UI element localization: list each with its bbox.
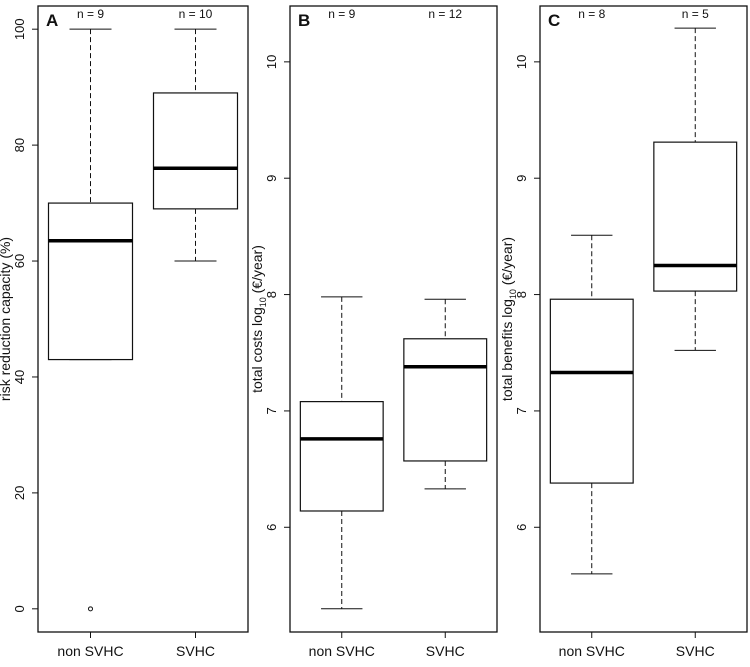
iqr-box xyxy=(47,202,134,361)
y-tick-label: 10 xyxy=(264,55,279,69)
plot-frame xyxy=(37,5,249,633)
y-tick-label: 6 xyxy=(514,524,529,531)
y-tick-label: 0 xyxy=(12,605,27,612)
iqr-box xyxy=(403,338,488,462)
box-non-svhc xyxy=(299,296,384,610)
y-axis-title: total costs log10 (€/year) xyxy=(249,245,268,393)
y-tick-label: 60 xyxy=(12,254,27,268)
y-axis-title-suffix: (€/year) xyxy=(249,245,265,297)
panel-label: C xyxy=(548,11,560,30)
y-tick-label: 7 xyxy=(514,407,529,414)
x-tick-label: non SVHC xyxy=(559,643,625,659)
iqr-box xyxy=(299,401,384,512)
y-tick-label: 9 xyxy=(514,175,529,182)
iqr-box xyxy=(152,92,239,210)
panel-label: B xyxy=(298,11,310,30)
y-axis-title-main: total costs log xyxy=(249,307,265,393)
n-label: n = 5 xyxy=(682,7,709,21)
y-tick-label: 8 xyxy=(264,291,279,298)
n-label: n = 10 xyxy=(179,7,213,21)
y-tick-label: 20 xyxy=(12,486,27,500)
y-tick-label: 100 xyxy=(12,18,27,40)
box-non-svhc xyxy=(549,234,634,575)
x-tick-label: SVHC xyxy=(176,643,215,659)
n-label: n = 9 xyxy=(77,7,104,21)
y-axis-title-subscript: 10 xyxy=(258,297,268,307)
y-axis-title-main: risk reduction capacity (%) xyxy=(0,237,13,401)
box-svhc xyxy=(152,28,239,262)
box-non-svhc xyxy=(47,28,134,612)
x-tick-label: SVHC xyxy=(426,643,465,659)
y-axis-title-suffix: (€/year) xyxy=(499,237,515,289)
y-tick-label: 80 xyxy=(12,138,27,152)
outlier-point xyxy=(88,606,93,612)
panel-a: A 0 20 40 60 80 100 risk reduction capacity (%)… xyxy=(0,5,249,659)
box-svhc xyxy=(653,27,738,351)
y-tick-label: 10 xyxy=(514,55,529,69)
x-tick-label: non SVHC xyxy=(309,643,375,659)
x-tick-label: non SVHC xyxy=(57,643,123,659)
y-tick-label: 40 xyxy=(12,370,27,384)
y-tick-label: 6 xyxy=(264,524,279,531)
n-label: n = 12 xyxy=(428,7,462,21)
plot-frame xyxy=(289,5,498,633)
y-tick-label: 9 xyxy=(264,175,279,182)
box-svhc xyxy=(403,298,488,490)
x-tick-label: SVHC xyxy=(676,643,715,659)
iqr-box xyxy=(653,141,738,292)
y-tick-label: 7 xyxy=(264,407,279,414)
y-axis-title-subscript: 10 xyxy=(508,289,518,299)
y-axis-title: risk reduction capacity (%) xyxy=(0,237,13,401)
n-label: n = 9 xyxy=(328,7,355,21)
n-label: n = 8 xyxy=(578,7,605,21)
plot-frame xyxy=(539,5,748,633)
y-tick-label: 8 xyxy=(514,291,529,298)
y-axis-title: total benefits log10 (€/year) xyxy=(499,237,518,401)
iqr-box xyxy=(549,298,634,484)
y-axis-title-main: total benefits log xyxy=(499,299,515,401)
panel-label: A xyxy=(46,11,58,30)
